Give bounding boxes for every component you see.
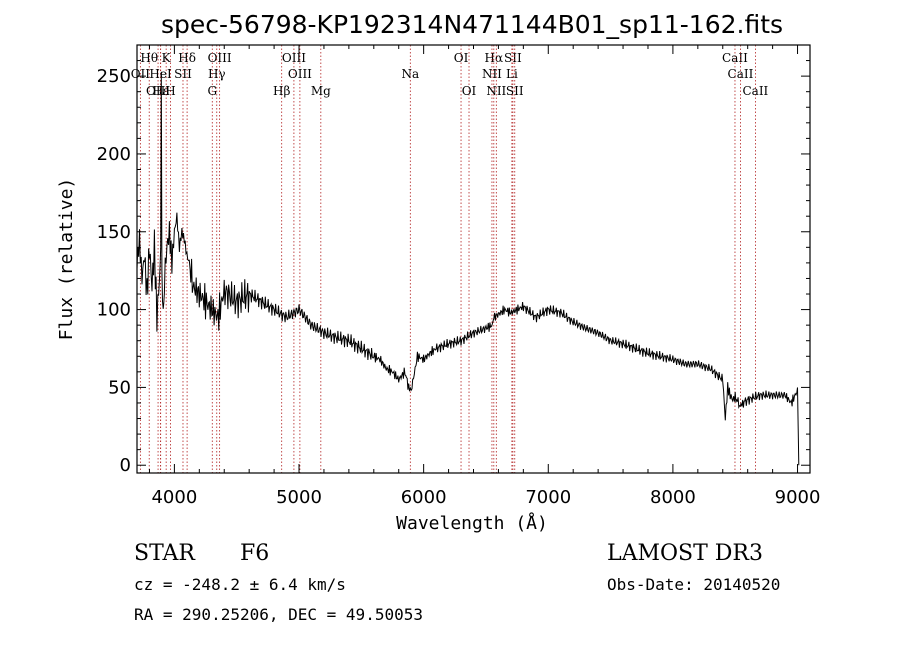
x-tick-label: 6000 <box>401 487 447 508</box>
y-tick-label: 250 <box>97 66 131 87</box>
coordinates: RA = 290.25206, DEC = 49.50053 <box>134 605 423 624</box>
plot-frame <box>136 44 811 474</box>
object-class: STAR <box>134 541 196 566</box>
line-marker-label: OI <box>462 84 477 98</box>
line-marker-label: NII <box>486 84 506 98</box>
x-tick-label: 4000 <box>151 487 197 508</box>
line-marker-label: OIII <box>288 67 312 81</box>
y-tick-label: 200 <box>97 144 131 165</box>
line-marker-label: SII <box>174 67 192 81</box>
y-tick-label: 0 <box>120 455 131 476</box>
y-tick-label: 150 <box>97 222 131 243</box>
obs-date: Obs-Date: 20140520 <box>607 575 780 594</box>
redshift-text: cz = -248.2 ± 6.4 km/s <box>134 575 346 594</box>
x-axis-title: Wavelength (Å) <box>396 512 548 534</box>
line-marker-label: CaII <box>742 84 768 98</box>
line-marker-label: CaII <box>722 51 748 65</box>
line-marker-label: G <box>207 84 217 98</box>
x-tick-label: 5000 <box>276 487 322 508</box>
line-marker-label: Hβ <box>273 84 290 98</box>
line-marker-label: SII <box>504 51 522 65</box>
line-marker-label: Hδ <box>178 51 196 65</box>
line-marker-label: Hγ <box>208 67 226 81</box>
line-marker-label: NII <box>482 67 502 81</box>
line-marker-label: OIII <box>146 84 170 98</box>
chart-title: spec-56798-KP192314N471144B01_sp11-162.f… <box>161 10 783 39</box>
object-subclass: F6 <box>240 541 269 566</box>
line-marker-label: Mg <box>311 84 331 98</box>
line-marker-label: Hα <box>485 51 504 65</box>
line-marker-label: SII <box>506 84 524 98</box>
line-marker-label: Hθ <box>140 51 158 65</box>
line-marker-label: OII <box>131 67 151 81</box>
line-marker-label: K <box>162 51 172 65</box>
x-tick-label: 9000 <box>775 487 821 508</box>
line-marker-label: OIII <box>282 51 306 65</box>
x-tick-label: 7000 <box>525 487 571 508</box>
x-tick-label: 8000 <box>650 487 696 508</box>
line-marker-label: Na <box>401 67 419 81</box>
line-marker-label: OI <box>454 51 469 65</box>
y-tick-label: 50 <box>108 377 131 398</box>
line-marker-label: Li <box>506 67 518 81</box>
y-tick-label: 100 <box>97 300 131 321</box>
line-marker-label: HeI <box>149 67 172 81</box>
y-axis-title: Flux (relative) <box>56 178 77 341</box>
survey-name: LAMOST DR3 <box>607 541 763 566</box>
line-marker-label: OIII <box>208 51 232 65</box>
line-marker-label: H <box>165 84 175 98</box>
spectrum-series <box>136 71 800 466</box>
line-marker-label: CaII <box>728 67 754 81</box>
